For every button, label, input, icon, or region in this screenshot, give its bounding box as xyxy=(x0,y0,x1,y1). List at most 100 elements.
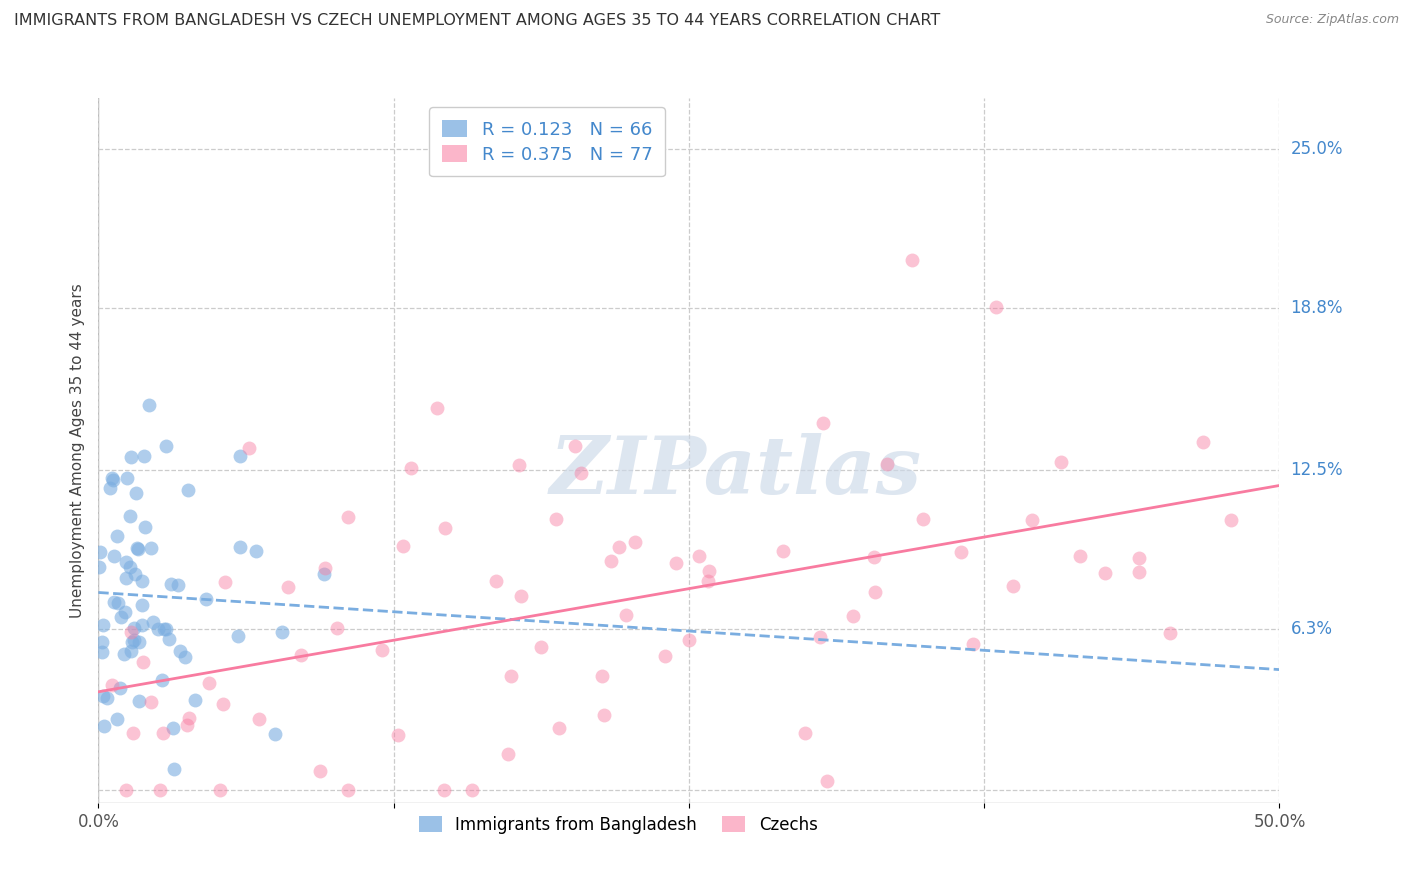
Point xyxy=(183,693,205,707)
Point xyxy=(91,618,114,632)
Point xyxy=(112,647,135,661)
Point xyxy=(105,713,128,727)
Point xyxy=(121,624,143,639)
Point xyxy=(309,764,332,779)
Point xyxy=(150,673,173,687)
Point xyxy=(336,509,359,524)
Point xyxy=(1094,566,1116,581)
Point xyxy=(399,461,422,475)
Point xyxy=(387,727,409,741)
Y-axis label: Unemployment Among Ages 35 to 44 years: Unemployment Among Ages 35 to 44 years xyxy=(69,283,84,618)
Point xyxy=(128,694,150,708)
Point xyxy=(131,617,153,632)
Point xyxy=(120,450,142,464)
Point xyxy=(169,644,191,658)
Point xyxy=(149,783,172,797)
Point xyxy=(426,401,449,415)
Point xyxy=(245,544,267,558)
Point xyxy=(863,549,886,564)
Point xyxy=(815,773,838,788)
Point xyxy=(808,630,831,644)
Point xyxy=(89,545,111,559)
Point xyxy=(813,416,835,430)
Point xyxy=(176,718,198,732)
Point xyxy=(142,615,165,629)
Point xyxy=(1021,513,1043,527)
Point xyxy=(501,668,523,682)
Text: Source: ZipAtlas.com: Source: ZipAtlas.com xyxy=(1265,13,1399,27)
Point xyxy=(118,560,141,574)
Point xyxy=(152,725,174,739)
Point xyxy=(96,690,118,705)
Point xyxy=(91,634,114,648)
Point xyxy=(194,592,217,607)
Point xyxy=(114,605,136,619)
Point xyxy=(271,625,294,640)
Point xyxy=(138,398,160,412)
Point xyxy=(214,574,236,589)
Point xyxy=(510,590,533,604)
Text: 6.3%: 6.3% xyxy=(1291,620,1333,638)
Point xyxy=(1002,579,1025,593)
Point xyxy=(1069,549,1091,563)
Point xyxy=(392,540,415,554)
Legend: Immigrants from Bangladesh, Czechs: Immigrants from Bangladesh, Czechs xyxy=(409,805,828,844)
Text: ZIPatlas: ZIPatlas xyxy=(550,433,922,510)
Point xyxy=(160,577,183,591)
Point xyxy=(107,529,129,543)
Point xyxy=(337,783,360,797)
Point xyxy=(665,556,688,570)
Point xyxy=(122,621,145,635)
Point xyxy=(591,669,613,683)
Point xyxy=(155,439,177,453)
Text: IMMIGRANTS FROM BANGLADESH VS CZECH UNEMPLOYMENT AMONG AGES 35 TO 44 YEARS CORRE: IMMIGRANTS FROM BANGLADESH VS CZECH UNEM… xyxy=(14,13,941,29)
Point xyxy=(110,610,132,624)
Point xyxy=(697,574,720,588)
Point xyxy=(121,635,143,649)
Point xyxy=(211,697,233,711)
Point xyxy=(1128,566,1150,580)
Point xyxy=(688,549,710,563)
Point xyxy=(986,300,1008,314)
Point xyxy=(564,439,586,453)
Point xyxy=(198,676,221,690)
Point xyxy=(277,580,299,594)
Point xyxy=(91,689,114,703)
Point xyxy=(1049,455,1071,469)
Point xyxy=(131,574,153,588)
Point xyxy=(949,545,972,559)
Point xyxy=(1192,435,1215,450)
Point xyxy=(901,253,924,268)
Point xyxy=(876,457,898,471)
Point xyxy=(128,635,150,649)
Point xyxy=(146,622,169,636)
Point xyxy=(312,566,335,581)
Point xyxy=(93,719,115,733)
Point xyxy=(326,621,349,635)
Point xyxy=(434,521,457,535)
Text: 25.0%: 25.0% xyxy=(1291,140,1343,159)
Point xyxy=(155,622,177,636)
Point xyxy=(98,481,121,495)
Point xyxy=(238,441,260,455)
Point xyxy=(141,541,163,556)
Point xyxy=(127,541,149,556)
Point xyxy=(114,571,136,585)
Point xyxy=(264,727,287,741)
Point xyxy=(124,486,146,500)
Point xyxy=(134,520,156,534)
Point xyxy=(498,747,520,761)
Point xyxy=(163,763,186,777)
Point xyxy=(162,722,184,736)
Point xyxy=(912,512,935,526)
Point xyxy=(607,541,630,555)
Point xyxy=(141,695,163,709)
Point xyxy=(247,712,270,726)
Point xyxy=(208,783,231,797)
Point xyxy=(157,632,180,647)
Point xyxy=(544,512,567,526)
Point xyxy=(114,783,136,797)
Point xyxy=(152,622,174,636)
Point xyxy=(120,509,142,524)
Point xyxy=(131,599,153,613)
